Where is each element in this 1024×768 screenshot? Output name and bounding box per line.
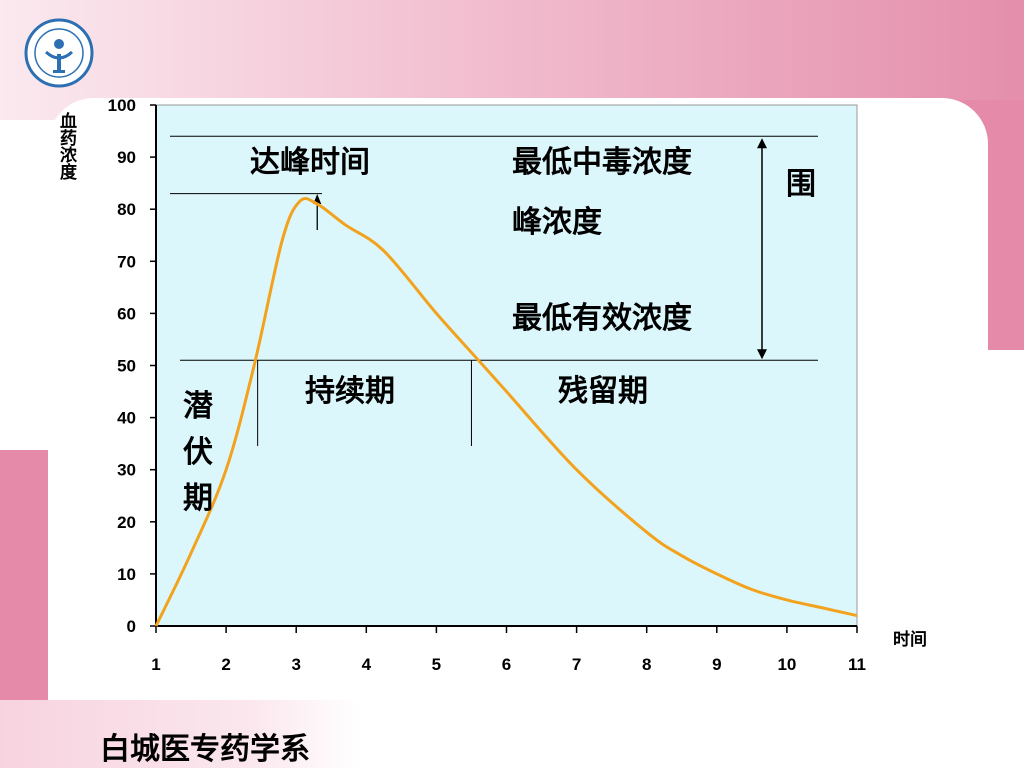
y-tick-label: 60	[117, 304, 136, 323]
range-label: 围	[786, 167, 816, 202]
y-tick-label: 80	[117, 200, 136, 219]
x-tick-label: 1	[151, 655, 160, 674]
x-tick-label: 4	[362, 655, 372, 674]
y-tick-label: 100	[108, 96, 136, 115]
y-tick-label: 0	[127, 617, 136, 636]
x-tick-label: 9	[712, 655, 721, 674]
x-tick-label: 10	[777, 655, 796, 674]
latent-label: 潜伏期	[183, 389, 213, 516]
school-emblem-icon	[24, 18, 94, 88]
x-tick-label: 8	[642, 655, 651, 674]
y-tick-label: 40	[117, 409, 136, 428]
y-axis-label: 血药浓度	[56, 111, 77, 181]
x-tick-label: 7	[572, 655, 581, 674]
x-tick-label: 2	[221, 655, 230, 674]
footer-title: 白城医专药学系	[100, 732, 310, 767]
y-tick-label: 30	[117, 461, 136, 480]
duration-label: 持续期	[305, 374, 395, 409]
concentration-curve	[154, 197, 858, 627]
time-to-peak-label: 达峰时间	[250, 145, 370, 180]
x-tick-label: 11	[848, 655, 866, 674]
y-tick-label: 20	[117, 513, 136, 532]
peak-concentration-label: 峰浓度	[512, 205, 602, 240]
range-arrow-bottom	[757, 349, 767, 360]
y-tick-label: 50	[117, 357, 136, 376]
y-tick-label: 70	[117, 252, 136, 271]
residual-label: 残留期	[558, 374, 648, 409]
x-axis-label: 时间	[893, 629, 927, 650]
y-tick-label: 90	[117, 148, 136, 167]
y-tick-label: 10	[117, 565, 136, 584]
x-tick-label: 5	[432, 655, 441, 674]
min-toxic-label: 最低中毒浓度	[512, 145, 692, 180]
x-tick-label: 3	[291, 655, 300, 674]
footer-band	[0, 700, 360, 768]
range-arrow-top	[757, 138, 767, 149]
plot-area	[155, 104, 858, 627]
min-effective-label: 最低有效浓度	[512, 301, 692, 336]
x-tick-label: 6	[502, 655, 511, 674]
